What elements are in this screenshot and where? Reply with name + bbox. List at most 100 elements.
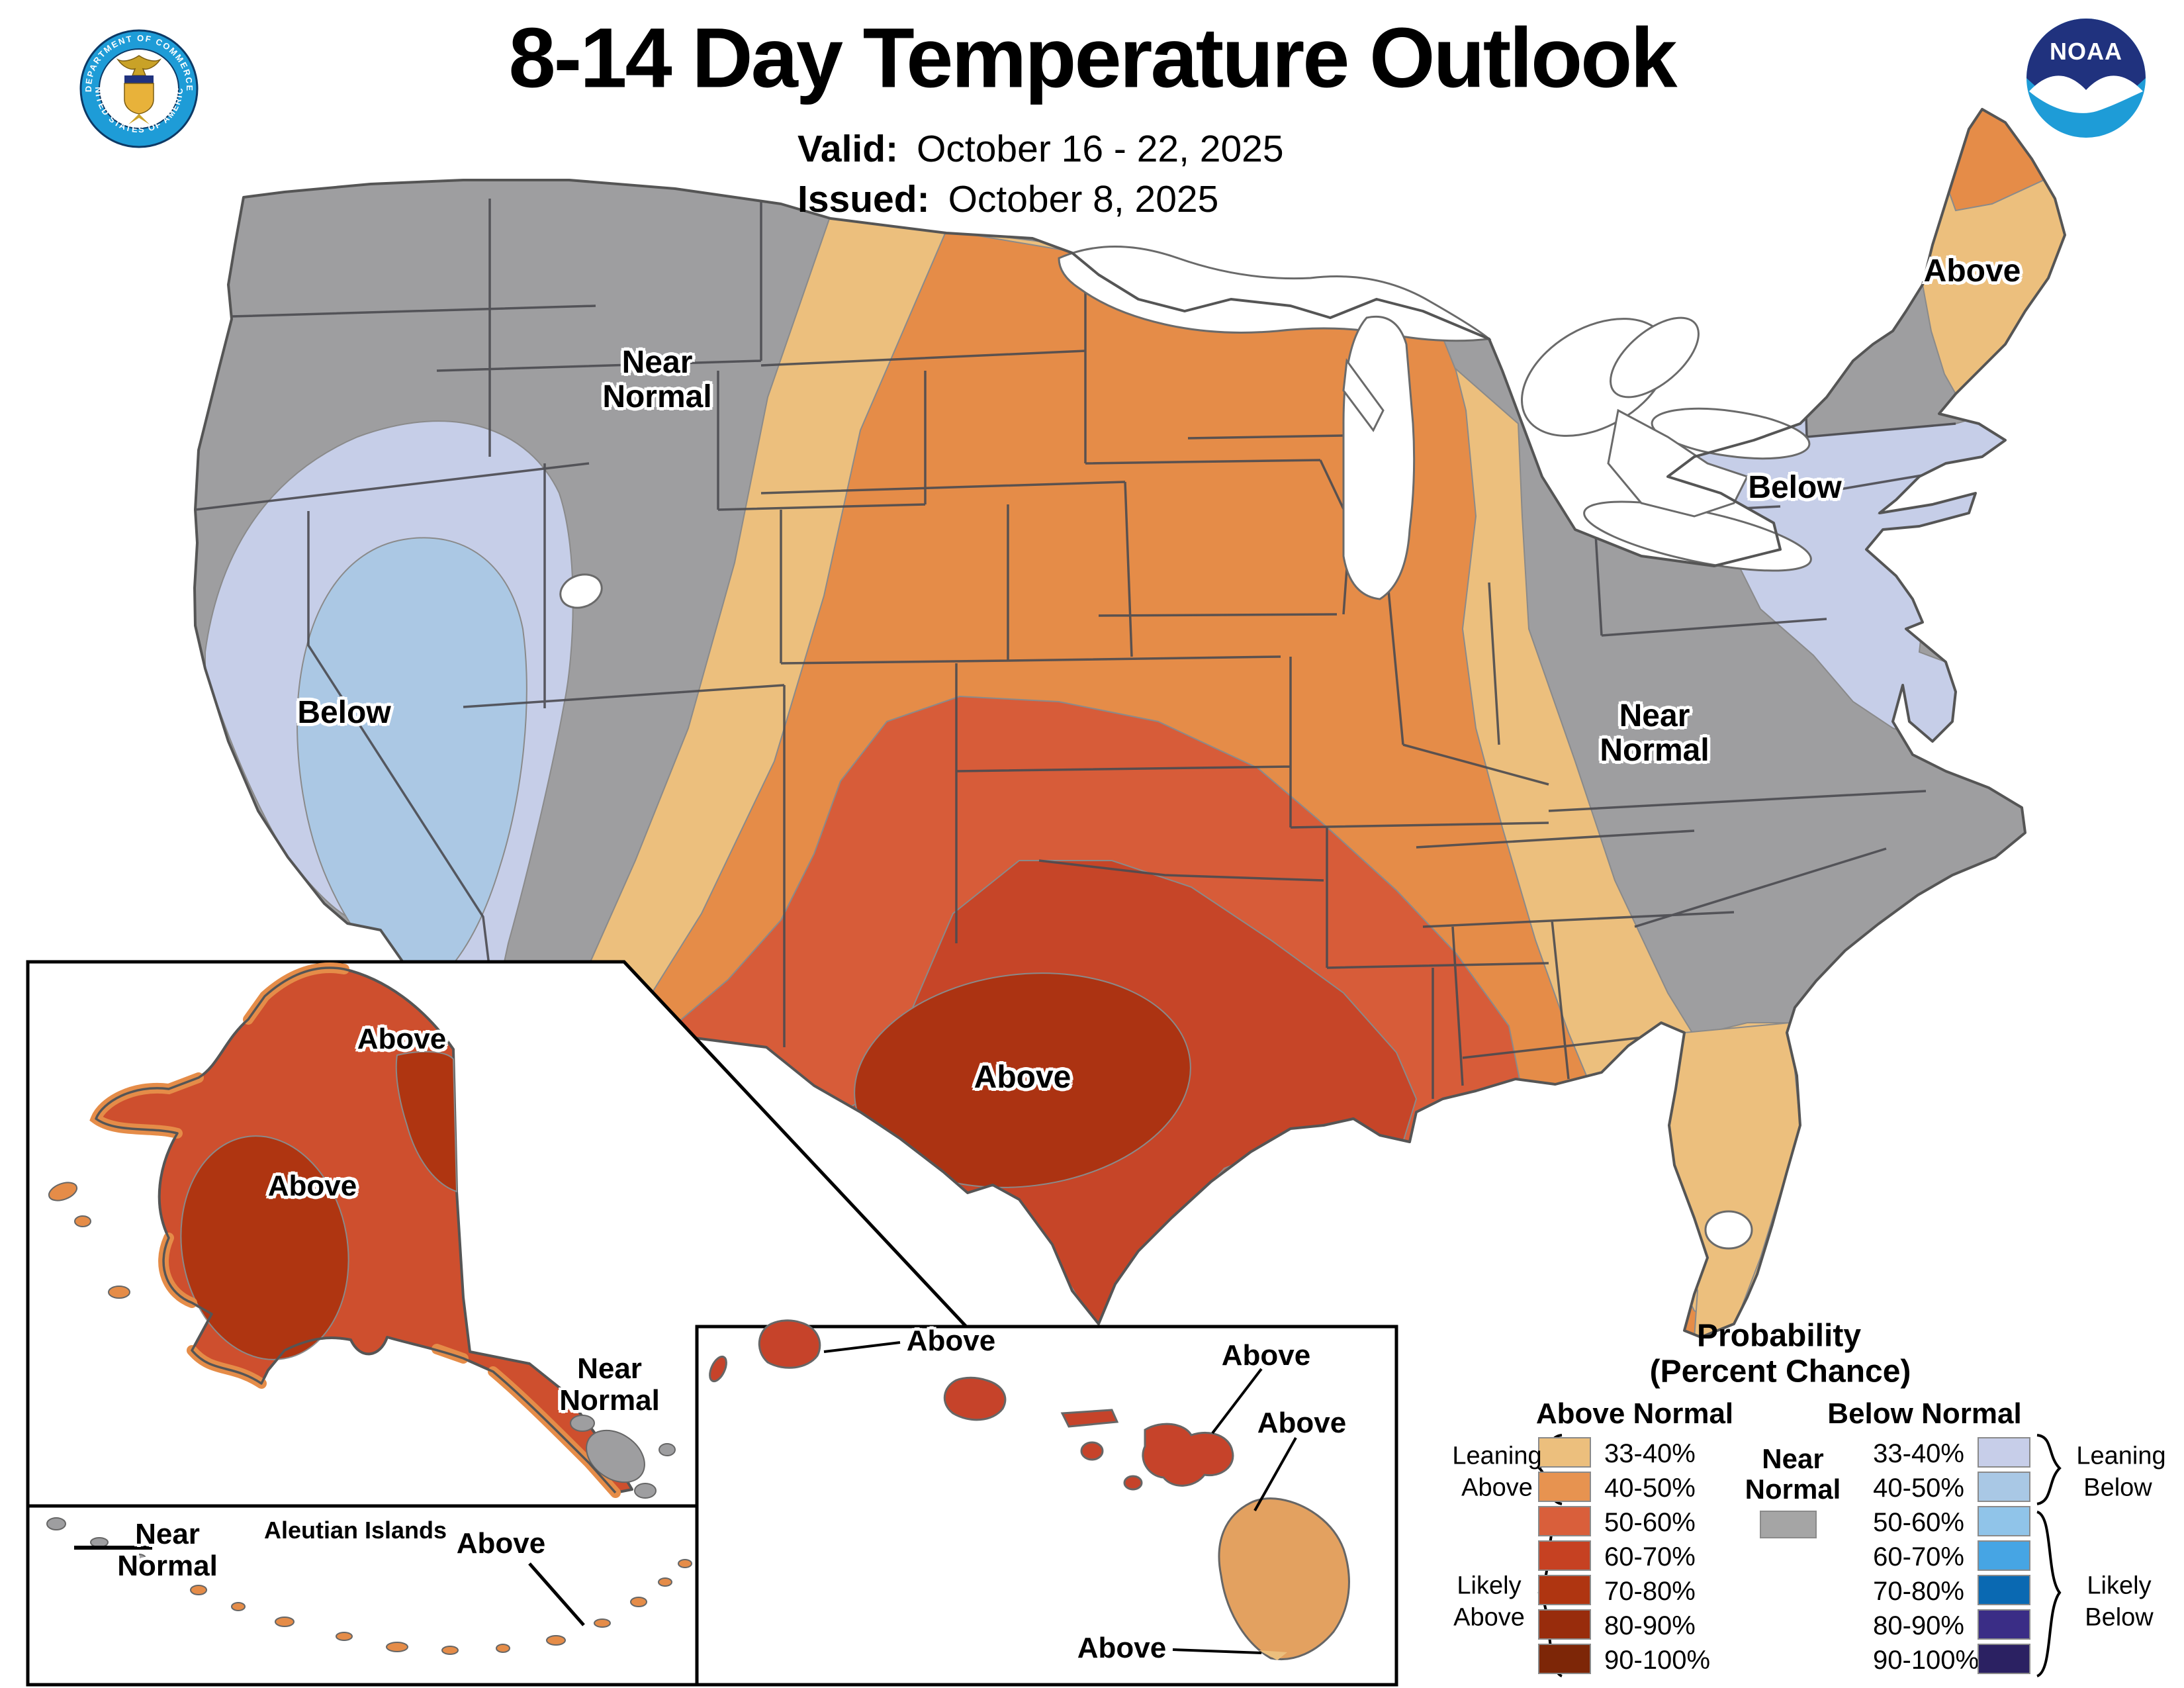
likely-below-brace: [2036, 1511, 2062, 1677]
noaa-seagull-icon: [2029, 75, 2143, 113]
swatch-below-70-80: [1978, 1575, 2030, 1605]
hawaii-inset: [695, 1319, 1398, 1687]
pct-below-70-80: 70-80%: [1873, 1577, 1964, 1606]
green-bay: [1342, 358, 1385, 432]
seal-eagle-and-shield: [116, 55, 162, 124]
state-borders: [195, 199, 1956, 1099]
aleutian-above-leader-line: [528, 1562, 585, 1626]
georgian-bay: [1610, 316, 1700, 399]
island-lanai: [1080, 1441, 1104, 1461]
legend-above-normal-header: Above Normal: [1535, 1397, 1734, 1430]
label-hawaii-above-bigisland-s: Above: [1077, 1632, 1167, 1664]
legend-likely-above-line2: Above: [1453, 1603, 1525, 1632]
legend-leaning-below-line2: Below: [2083, 1474, 2152, 1502]
label-aleutian-near-normal-line2: Normal: [117, 1550, 218, 1582]
label-aleutian-above: Above: [456, 1527, 546, 1560]
leaning-below-brace: [2036, 1434, 2062, 1505]
label-east-near-normal-line2: Normal: [1600, 733, 1709, 768]
pct-above-80-90: 80-90%: [1604, 1611, 1696, 1640]
legend-likely-below-line1: Likely: [2087, 1571, 2152, 1600]
island-hawaii-south-tip: [1259, 1650, 1287, 1660]
pct-above-70-80: 70-80%: [1604, 1577, 1696, 1606]
pct-below-60-70: 60-70%: [1873, 1542, 1964, 1571]
island-molokai: [1060, 1409, 1119, 1428]
alaska-inset: [26, 960, 970, 1508]
pct-above-33-40: 33-40%: [1604, 1439, 1696, 1468]
label-maine-above: Above: [1923, 254, 2021, 289]
issued-line: Issued: October 8, 2025: [797, 177, 1218, 221]
alaska-outline-overlay: [95, 966, 617, 1494]
label-nw-near-normal-line2: Normal: [602, 379, 712, 414]
swatch-above-60-70: [1538, 1540, 1591, 1571]
alaska-islands: [48, 1182, 130, 1299]
aleutian-inset-box: [26, 1504, 699, 1687]
legend-leaning-below-line1: Leaning: [2076, 1442, 2166, 1470]
dept-of-commerce-seal: DEPARTMENT OF COMMERCE UNITED STATES OF …: [40, 15, 199, 148]
island-niihau: [709, 1355, 727, 1383]
legend-near-normal-swatch: [1760, 1511, 1817, 1538]
legend-likely-below-line2: Below: [2085, 1603, 2154, 1632]
pct-below-50-60: 50-60%: [1873, 1508, 1964, 1537]
label-texas-above: Above: [974, 1060, 1071, 1095]
swatch-above-70-80: [1538, 1575, 1591, 1605]
valid-line: Valid: October 16 - 22, 2025: [797, 127, 1284, 171]
legend-below-normal-header: Below Normal: [1827, 1397, 2022, 1430]
label-east-near-normal-line1: Near: [1619, 698, 1690, 733]
noaa-logo-text: NOAA: [2050, 38, 2122, 65]
swatch-below-50-60: [1978, 1506, 2030, 1536]
hawaii-leader-lines: [823, 1341, 1297, 1654]
label-aleutian-near-normal-line1: Near: [135, 1518, 200, 1550]
label-hawaii-above-maui: Above: [1221, 1339, 1311, 1372]
lake-ontario: [1651, 407, 1811, 460]
swatch-above-33-40: [1538, 1437, 1591, 1468]
aleutian-islands-chain: [46, 1517, 692, 1655]
label-west-below: Below: [297, 695, 391, 730]
label-northeast-below: Below: [1748, 470, 1842, 505]
island-oahu: [943, 1376, 1007, 1421]
west-below-inner-region: [296, 537, 527, 994]
issued-value: October 8, 2025: [948, 178, 1219, 220]
pct-above-90-100: 90-100%: [1604, 1646, 1711, 1675]
conus-outline: [193, 108, 2066, 1338]
swatch-above-50-60: [1538, 1506, 1591, 1536]
pct-below-80-90: 80-90%: [1873, 1611, 1964, 1640]
label-alaska-above-ne: Above: [357, 1023, 447, 1055]
pct-above-40-50: 40-50%: [1604, 1474, 1696, 1503]
swatch-above-40-50: [1538, 1472, 1591, 1502]
aleutian-inset: [26, 1504, 699, 1687]
great-salt-lake: [559, 573, 603, 609]
swatch-below-90-100: [1978, 1644, 2030, 1674]
pct-below-90-100: 90-100%: [1873, 1646, 1979, 1675]
island-maui: [1142, 1423, 1234, 1487]
noaa-dark-top: [2026, 19, 2146, 91]
legend-leaning-above-line1: Leaning: [1452, 1442, 1542, 1470]
label-alaska-near-normal-line2: Normal: [559, 1384, 660, 1417]
pct-above-50-60: 50-60%: [1604, 1508, 1696, 1537]
page-title: 8-14 Day Temperature Outlook: [508, 11, 1677, 106]
legend-likely-above-line1: Likely: [1457, 1571, 1522, 1600]
swatch-below-60-70: [1978, 1540, 2030, 1571]
label-alaska-near-normal-line1: Near: [577, 1352, 642, 1385]
swatch-above-90-100: [1538, 1644, 1591, 1674]
legend-near-normal-line2: Normal: [1745, 1474, 1841, 1505]
alaska-panhandle-near-normal: [570, 1415, 676, 1499]
pct-below-33-40: 33-40%: [1873, 1439, 1964, 1468]
legend-title: Probability: [1696, 1318, 1862, 1354]
lake-okeechobee: [1704, 1210, 1753, 1250]
legend-leaning-above-line2: Above: [1461, 1474, 1533, 1502]
valid-value: October 16 - 22, 2025: [917, 128, 1284, 170]
island-kahoolawe: [1123, 1475, 1143, 1491]
swatch-below-40-50: [1978, 1472, 2030, 1502]
lake-michigan: [1342, 315, 1416, 600]
label-hawaii-above-bigisland-n: Above: [1257, 1407, 1347, 1439]
label-aleutian-islands-title: Aleutian Islands: [263, 1517, 447, 1544]
hawaii-islands: [709, 1319, 1350, 1661]
legend-subtitle: (Percent Chance): [1649, 1354, 1911, 1389]
swatch-below-80-90: [1978, 1609, 2030, 1640]
likely-above-70-80-region: [854, 972, 1191, 1188]
island-hawaii-big-island: [1218, 1497, 1350, 1661]
swatch-below-33-40: [1978, 1437, 2030, 1468]
alaska-northeast-dark-patch: [395, 1051, 458, 1193]
